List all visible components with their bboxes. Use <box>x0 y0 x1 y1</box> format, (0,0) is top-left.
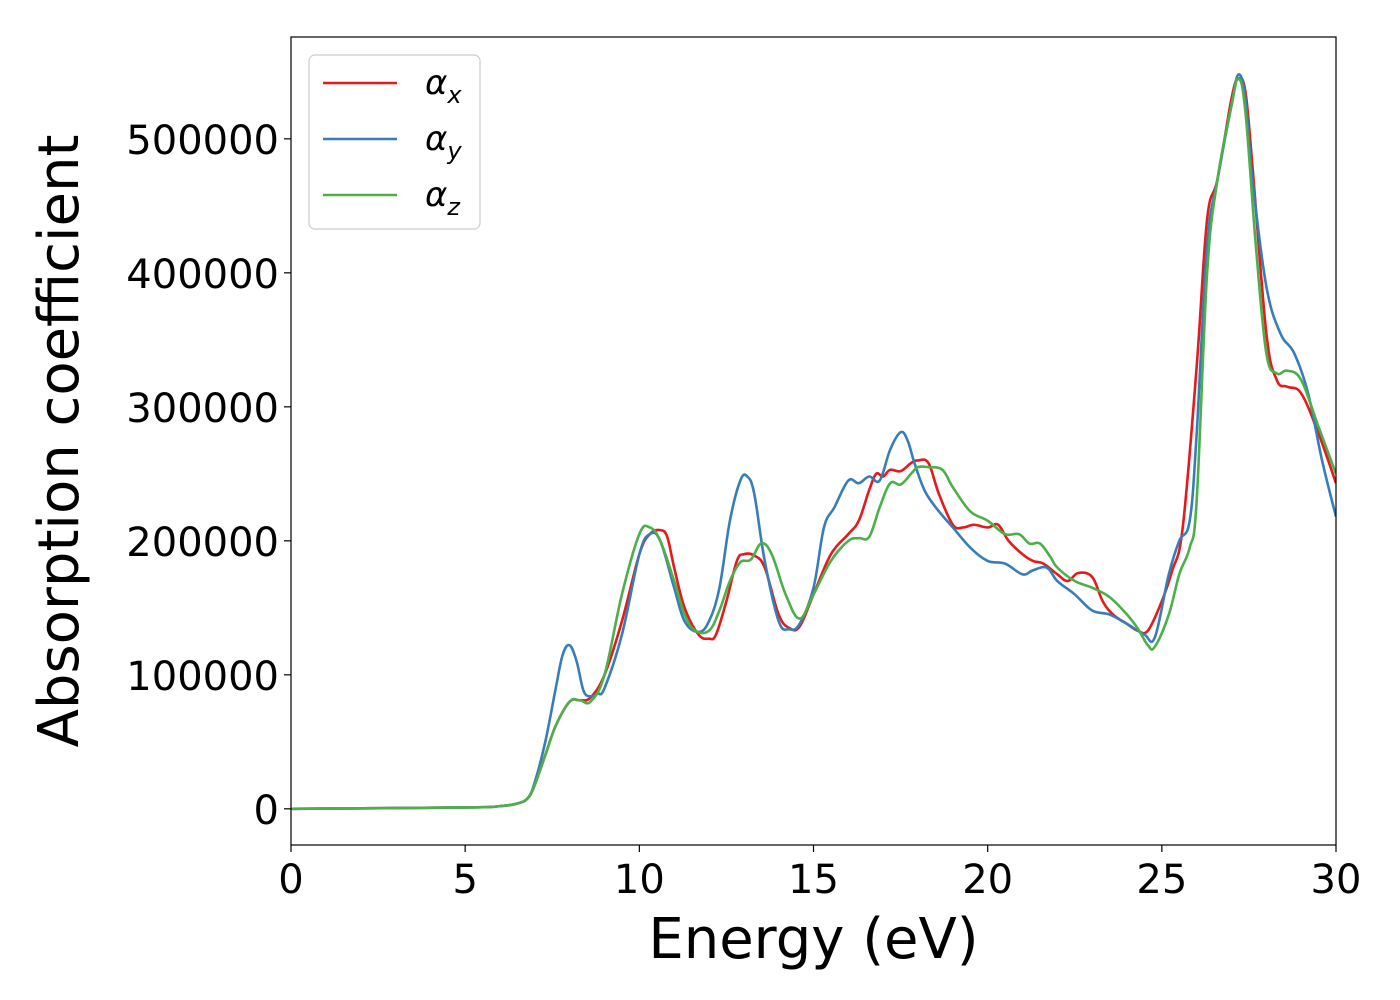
y-axis-title: Absorption coefficient <box>27 135 92 748</box>
legend-label-y: αy <box>425 119 462 165</box>
x-tick-label: 5 <box>452 857 477 903</box>
x-axis-title: Energy (eV) <box>648 907 978 972</box>
series-line-y <box>291 73 1336 811</box>
y-tick-label: 400000 <box>126 252 279 298</box>
x-tick-label: 20 <box>962 857 1013 903</box>
x-tick-label: 30 <box>1311 857 1362 903</box>
series-line-x <box>291 76 1336 811</box>
y-axis-ticks: 0 100000 200000 300000 400000 500000 <box>126 118 291 834</box>
x-tick-label: 25 <box>1136 857 1187 903</box>
legend-box <box>308 54 481 230</box>
legend-label-z: αz <box>425 175 461 221</box>
legend-label-x: αx <box>425 63 462 109</box>
series-layer <box>291 73 1336 811</box>
x-tick-label: 10 <box>614 857 665 903</box>
x-tick-label: 0 <box>278 857 303 903</box>
x-tick-label: 15 <box>788 857 839 903</box>
series-line-z <box>291 77 1336 811</box>
x-axis-ticks: 0 5 10 15 20 25 30 <box>278 845 1361 903</box>
y-tick-label: 500000 <box>126 118 279 164</box>
y-tick-label: 0 <box>254 788 279 834</box>
y-tick-label: 100000 <box>126 654 279 700</box>
y-tick-label: 300000 <box>126 386 279 432</box>
y-tick-label: 200000 <box>126 520 279 566</box>
legend: αx αy αz <box>308 54 481 230</box>
